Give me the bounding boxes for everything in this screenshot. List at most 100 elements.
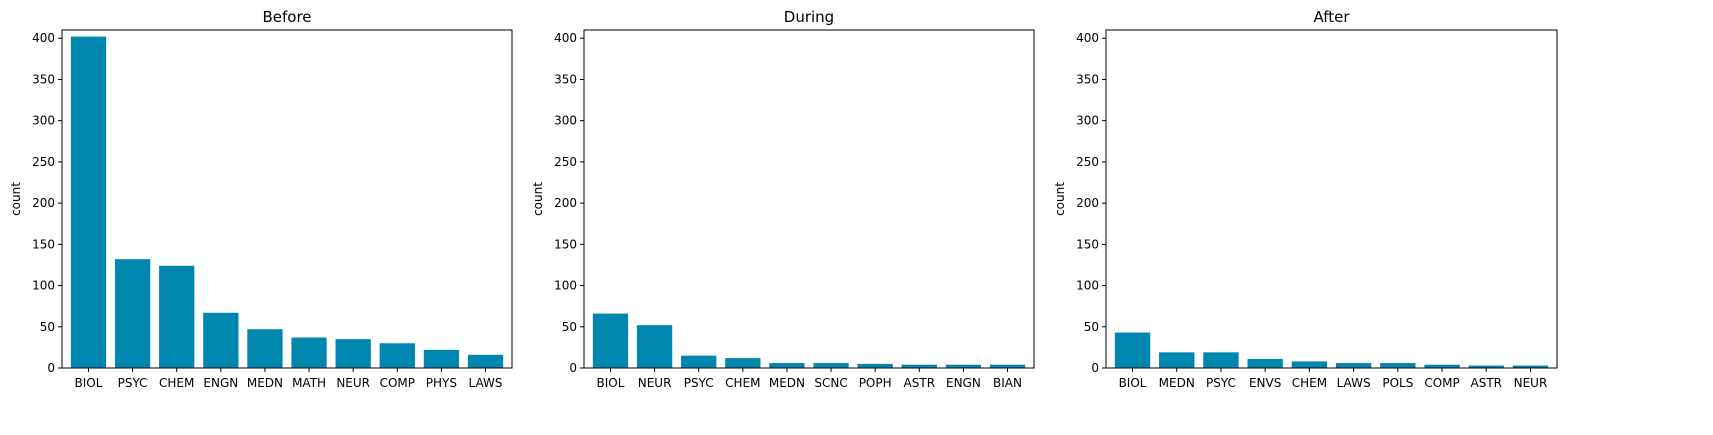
y-tick-label: 100 (1076, 279, 1099, 293)
bar-bian (989, 364, 1026, 368)
bar-chem (1291, 361, 1328, 368)
plot-frame (583, 29, 1035, 369)
x-tick-label: BIAN (993, 376, 1022, 390)
x-tick-label: COMP (380, 376, 415, 390)
y-tick-label: 150 (1076, 237, 1099, 251)
x-tick-label: BIOL (597, 376, 625, 390)
x-tick-label: MEDN (769, 376, 805, 390)
x-tick-label: PSYC (1206, 376, 1236, 390)
y-tick-label: 100 (554, 279, 577, 293)
x-tick-label: NEUR (336, 376, 370, 390)
plot-frame (1105, 29, 1558, 369)
panel-before: 0 50 100 150 200 250 300 350 400 BIOL PSYC CHEM ENGN… (9, 8, 513, 390)
x-tick-label: MEDN (247, 376, 283, 390)
x-tick-label: ASTR (1471, 376, 1503, 390)
y-tick-label: 200 (554, 196, 577, 210)
bar-laws (467, 354, 504, 368)
y-tick-label: 0 (1091, 361, 1099, 375)
y-tick-label: 350 (32, 72, 55, 86)
y-tick-label: 100 (32, 279, 55, 293)
x-tick-label: PSYC (118, 376, 148, 390)
x-tick-label: COMP (1424, 376, 1459, 390)
x-tick-label: POLS (1382, 376, 1413, 390)
y-axis-label: count (9, 182, 23, 216)
y-tick-label: 250 (554, 155, 577, 169)
x-tick-label: ENGN (203, 376, 238, 390)
y-tick-label: 400 (1076, 31, 1099, 45)
bar-astr (1468, 365, 1504, 368)
bar-neur (636, 325, 673, 368)
bar-biol (70, 36, 107, 368)
panel-title: Before (262, 8, 311, 26)
y-axis-label: count (531, 182, 545, 216)
y-tick-label: 50 (40, 320, 55, 334)
y-axis-label: count (1053, 182, 1067, 216)
x-tick-label: LAWS (1337, 376, 1371, 390)
y-tick-label: 300 (554, 114, 577, 128)
bar-chem (725, 358, 761, 368)
y-tick-label: 50 (562, 320, 577, 334)
bar-neur (335, 339, 371, 368)
x-tick-label: PSYC (684, 376, 714, 390)
bar-medn (1159, 352, 1195, 368)
bar-engn (945, 364, 982, 368)
panel-during: 0 50 100 150 200 250 300 350 400 BIOL NEUR PSYC CHEM… (531, 8, 1035, 390)
bar-comp (379, 343, 415, 368)
x-tick-label: CHEM (159, 376, 194, 390)
bar-chem (159, 265, 195, 368)
bar-psyc (114, 259, 151, 368)
y-tick-label: 400 (554, 31, 577, 45)
x-tick-label: CHEM (1292, 376, 1327, 390)
x-tick-label: NEUR (638, 376, 672, 390)
panel-title: After (1313, 8, 1350, 26)
x-tick-label: LAWS (469, 376, 503, 390)
x-tick-label: ASTR (904, 376, 936, 390)
bar-pols (1380, 363, 1416, 368)
x-tick-label: MATH (292, 376, 326, 390)
x-tick-label: PHYS (426, 376, 457, 390)
bar-math (291, 337, 327, 368)
x-tick-label: POPH (859, 376, 892, 390)
y-tick-label: 0 (569, 361, 577, 375)
x-tick-label: SCNC (814, 376, 847, 390)
bar-psyc (681, 355, 717, 368)
y-tick-label: 250 (32, 155, 55, 169)
y-tick-label: 350 (1076, 72, 1099, 86)
x-tick-label: NEUR (1514, 376, 1548, 390)
y-tick-label: 250 (1076, 155, 1099, 169)
bar-phys (423, 349, 460, 368)
x-tick-label: CHEM (725, 376, 760, 390)
y-tick-label: 300 (32, 114, 55, 128)
x-tick-label: BIOL (75, 376, 103, 390)
y-tick-label: 350 (554, 72, 577, 86)
x-tick-label: ENVS (1249, 376, 1281, 390)
y-tick-label: 150 (554, 237, 577, 251)
y-tick-label: 50 (1084, 320, 1099, 334)
bar-medn (769, 363, 805, 368)
bar-scnc (813, 363, 849, 368)
panel-title: During (784, 8, 834, 26)
bar-medn (247, 329, 283, 368)
bar-neur (1512, 365, 1549, 368)
bar-envs (1247, 358, 1283, 368)
y-tick-label: 300 (1076, 114, 1099, 128)
bar-poph (857, 363, 893, 368)
x-tick-label: BIOL (1119, 376, 1147, 390)
bar-biol (1114, 332, 1151, 368)
y-tick-label: 200 (1076, 196, 1099, 210)
bar-astr (901, 364, 937, 368)
x-tick-label: MEDN (1159, 376, 1195, 390)
bar-laws (1335, 363, 1372, 368)
x-tick-label: ENGN (946, 376, 981, 390)
panel-after: 0 50 100 150 200 250 300 350 400 BIOL MEDN PSYC ENVS… (1053, 8, 1558, 390)
y-tick-label: 150 (32, 237, 55, 251)
bar-engn (203, 312, 239, 368)
y-tick-label: 200 (32, 196, 55, 210)
bar-biol (592, 313, 629, 368)
plot-frame (61, 29, 513, 369)
bar-psyc (1203, 352, 1239, 368)
y-tick-label: 0 (47, 361, 55, 375)
y-tick-label: 400 (32, 31, 55, 45)
bar-comp (1424, 364, 1460, 368)
